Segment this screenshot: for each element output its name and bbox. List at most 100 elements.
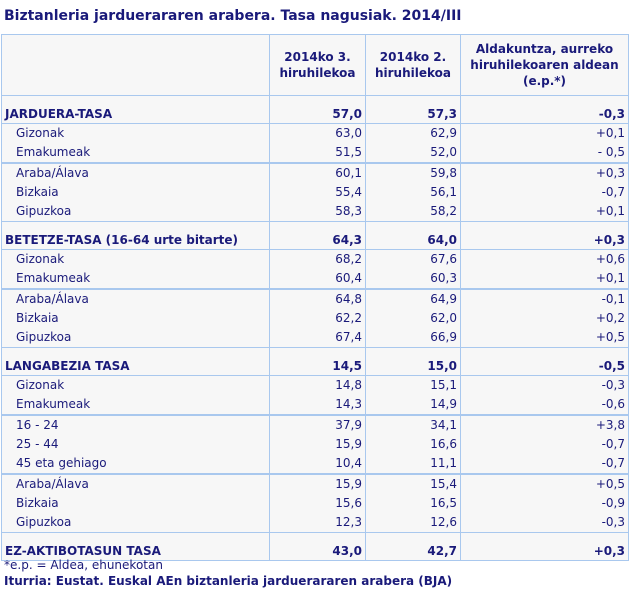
value-q2: 16,6 xyxy=(365,435,461,454)
value-change: -0,5 xyxy=(460,347,629,376)
table-row: Emakumeak 14,3 14,9 -0,6 xyxy=(1,395,629,416)
value-change: +0,6 xyxy=(460,249,629,269)
value-q2: 67,6 xyxy=(365,249,461,269)
value-q3: 12,3 xyxy=(269,513,366,533)
row-label: Gipuzkoa xyxy=(1,202,270,222)
value-change: +3,8 xyxy=(460,415,629,435)
row-label: Gizonak xyxy=(1,123,270,143)
header-q2: 2014ko 2. hiruhilekoa xyxy=(365,34,461,96)
row-label: Emakumeak xyxy=(1,395,270,416)
value-q2: 58,2 xyxy=(365,202,461,222)
value-change: +0,3 xyxy=(460,163,629,183)
value-change: +0,3 xyxy=(460,221,629,250)
table-row: Gizonak 63,0 62,9 +0,1 xyxy=(1,123,629,143)
value-change: +0,1 xyxy=(460,123,629,143)
row-label: EZ-AKTIBOTASUN TASA xyxy=(1,532,270,561)
value-change: -0,6 xyxy=(460,395,629,416)
table-row: Gipuzkoa 67,4 66,9 +0,5 xyxy=(1,328,629,348)
row-label: Bizkaia xyxy=(1,494,270,513)
value-q3: 60,1 xyxy=(269,163,366,183)
value-q2: 59,8 xyxy=(365,163,461,183)
value-q3: 60,4 xyxy=(269,269,366,290)
value-change: -0,3 xyxy=(460,375,629,395)
table-row: 16 - 24 37,9 34,1 +3,8 xyxy=(1,415,629,435)
value-change: -0,7 xyxy=(460,435,629,454)
table-row: Gizonak 14,8 15,1 -0,3 xyxy=(1,375,629,395)
value-q2: 64,0 xyxy=(365,221,461,250)
value-q2: 56,1 xyxy=(365,183,461,202)
row-label: Gipuzkoa xyxy=(1,513,270,533)
table-row: Gipuzkoa 12,3 12,6 -0,3 xyxy=(1,513,629,533)
row-label: Araba/Álava xyxy=(1,474,270,494)
value-q3: 15,9 xyxy=(269,474,366,494)
row-label: Araba/Álava xyxy=(1,289,270,309)
table-row: Araba/Álava 60,1 59,8 +0,3 xyxy=(1,163,629,183)
section-row: JARDUERA-TASA 57,0 57,3 -0,3 xyxy=(1,95,629,124)
value-q3: 37,9 xyxy=(269,415,366,435)
value-q2: 52,0 xyxy=(365,143,461,164)
value-change: +0,2 xyxy=(460,309,629,328)
value-q3: 15,9 xyxy=(269,435,366,454)
value-q3: 10,4 xyxy=(269,454,366,475)
value-change: -0,3 xyxy=(460,513,629,533)
value-q3: 14,5 xyxy=(269,347,366,376)
value-q2: 12,6 xyxy=(365,513,461,533)
value-q2: 15,4 xyxy=(365,474,461,494)
table-row: Bizkaia 55,4 56,1 -0,7 xyxy=(1,183,629,202)
value-q2: 11,1 xyxy=(365,454,461,475)
value-change: -0,9 xyxy=(460,494,629,513)
row-label: 16 - 24 xyxy=(1,415,270,435)
value-q2: 62,9 xyxy=(365,123,461,143)
table-row: Bizkaia 62,2 62,0 +0,2 xyxy=(1,309,629,328)
value-q2: 60,3 xyxy=(365,269,461,290)
row-label: Gipuzkoa xyxy=(1,328,270,348)
value-q3: 51,5 xyxy=(269,143,366,164)
value-change: +0,1 xyxy=(460,202,629,222)
section-row: LANGABEZIA TASA 14,5 15,0 -0,5 xyxy=(1,347,629,376)
value-q2: 62,0 xyxy=(365,309,461,328)
value-q2: 57,3 xyxy=(365,95,461,124)
value-q2: 16,5 xyxy=(365,494,461,513)
value-change: +0,3 xyxy=(460,532,629,561)
table-row: Emakumeak 51,5 52,0- 0,5 xyxy=(1,143,629,164)
table-row: Araba/Álava 64,8 64,9 -0,1 xyxy=(1,289,629,309)
value-change: +0,5 xyxy=(460,474,629,494)
table-header: 2014ko 3. hiruhilekoa 2014ko 2. hiruhile… xyxy=(1,34,629,96)
footnote: *e.p. = Aldea, ehunekotan xyxy=(4,558,163,572)
value-q3: 57,0 xyxy=(269,95,366,124)
row-label: Gizonak xyxy=(1,249,270,269)
header-blank xyxy=(1,34,270,96)
value-q2: 42,7 xyxy=(365,532,461,561)
value-q3: 58,3 xyxy=(269,202,366,222)
value-q3: 14,3 xyxy=(269,395,366,416)
value-q2: 15,1 xyxy=(365,375,461,395)
value-q3: 14,8 xyxy=(269,375,366,395)
header-change: Aldakuntza, aurreko hiruhilekoaren aldea… xyxy=(460,34,629,96)
table-row: Emakumeak 60,4 60,3 +0,1 xyxy=(1,269,629,290)
value-q3: 43,0 xyxy=(269,532,366,561)
value-q2: 15,0 xyxy=(365,347,461,376)
value-change: +0,5 xyxy=(460,328,629,348)
row-label: Emakumeak xyxy=(1,269,270,290)
row-label: 45 eta gehiago xyxy=(1,454,270,475)
table-title: Biztanleria jarduerararen arabera. Tasa … xyxy=(4,8,462,24)
value-q3: 62,2 xyxy=(269,309,366,328)
table-row: 25 - 44 15,9 16,6 -0,7 xyxy=(1,435,629,454)
value-q3: 68,2 xyxy=(269,249,366,269)
value-change: -0,3 xyxy=(460,95,629,124)
section-row: EZ-AKTIBOTASUN TASA 43,0 42,7 +0,3 xyxy=(1,532,629,561)
table-row: Gipuzkoa 58,3 58,2 +0,1 xyxy=(1,202,629,222)
value-q3: 67,4 xyxy=(269,328,366,348)
value-q2: 64,9 xyxy=(365,289,461,309)
table-row: Gizonak 68,2 67,6 +0,6 xyxy=(1,249,629,269)
row-label: Gizonak xyxy=(1,375,270,395)
row-label: JARDUERA-TASA xyxy=(1,95,270,124)
row-label: Bizkaia xyxy=(1,309,270,328)
value-q3: 64,3 xyxy=(269,221,366,250)
row-label: Bizkaia xyxy=(1,183,270,202)
row-label: 25 - 44 xyxy=(1,435,270,454)
table-row: 45 eta gehiago 10,4 11,1 -0,7 xyxy=(1,454,629,475)
header-q3: 2014ko 3. hiruhilekoa xyxy=(269,34,366,96)
value-q2: 34,1 xyxy=(365,415,461,435)
value-change: - 0,5 xyxy=(460,143,629,164)
